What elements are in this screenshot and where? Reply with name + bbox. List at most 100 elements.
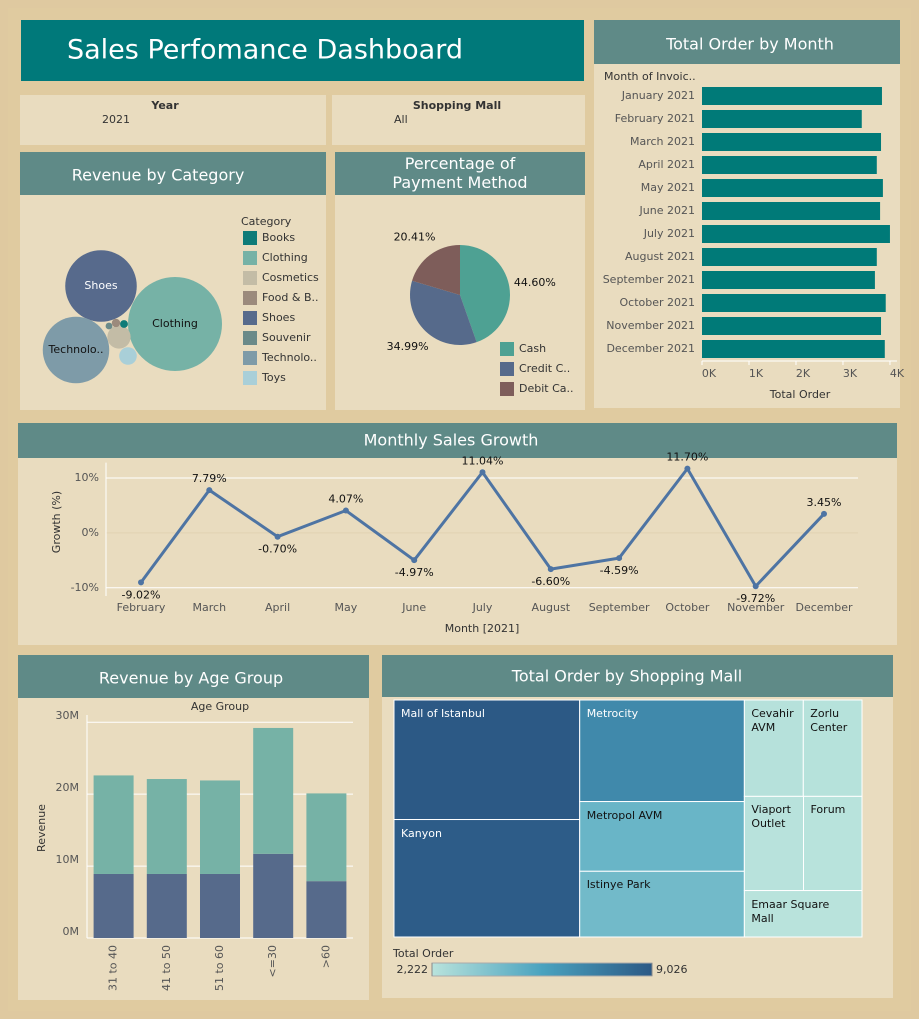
bar-segment [200, 780, 240, 874]
bar-segment [146, 779, 187, 874]
bubble-label: Shoes [84, 279, 117, 292]
legend-label: Souvenir [262, 331, 311, 344]
filter-value[interactable]: All [394, 113, 408, 126]
x-tick-label: September [589, 601, 650, 614]
y-tick-label: January 2021 [621, 89, 695, 102]
y-tick-label: 30M [56, 709, 80, 722]
dashboard-title: Sales Perfomance Dashboard [67, 35, 463, 66]
bar [702, 202, 881, 220]
value-label: 44.60% [514, 276, 556, 289]
treemap-cell [579, 699, 745, 803]
treemap-cell [393, 699, 581, 821]
bubble [111, 318, 121, 328]
point [684, 465, 691, 472]
value-label: 20.41% [394, 230, 436, 243]
bar-segment [200, 873, 240, 938]
y-tick-label: 20M [56, 781, 80, 794]
legend-swatch [243, 351, 257, 365]
bar [702, 179, 883, 197]
y-tick-label: 10M [56, 853, 80, 866]
cell-label-wrap: Mall of Istanbul [401, 707, 485, 720]
cell-label-wrap: Emaar Square Mall [751, 898, 829, 925]
bar [702, 248, 877, 266]
point [206, 487, 213, 494]
bar-segment [306, 881, 347, 938]
x-tick-label: 41 to 50 [160, 945, 173, 991]
bar [702, 156, 877, 174]
pie-slice [460, 245, 510, 343]
x-tick-label: June [401, 601, 426, 614]
point [274, 533, 281, 540]
point [342, 507, 349, 514]
cell-label: Mall of Istanbul [401, 707, 485, 720]
bubble-label: Clothing [152, 317, 198, 330]
x-tick-label: October [665, 601, 709, 614]
cell-label-wrap: Forum [811, 803, 846, 816]
cell-label: Viaport Outlet [751, 803, 791, 831]
cell-label: Kanyon [401, 826, 442, 840]
value-label: -6.60% [531, 575, 570, 588]
legend-label: Credit C.. [519, 362, 570, 375]
value-label: 7.79% [192, 472, 227, 485]
cell-label-wrap: Viaport Outlet [751, 803, 791, 831]
value-label: -4.59% [600, 564, 639, 577]
y-tick-label: March 2021 [630, 135, 695, 148]
legend-swatch [243, 291, 257, 305]
y-tick-label: May 2021 [641, 181, 695, 194]
x-tick-label: February [117, 601, 166, 614]
panel-header [382, 655, 893, 697]
bar [702, 133, 882, 151]
x-tick-label: April [265, 601, 290, 614]
legend-swatch [243, 331, 257, 345]
cell-label-wrap: Metropol AVM [587, 809, 663, 822]
bar-segment [253, 853, 294, 938]
y-tick-label: June 2021 [639, 204, 695, 217]
point [547, 566, 554, 573]
point [821, 510, 827, 517]
y-tick-label: 0M [63, 925, 80, 938]
bar-segment [253, 727, 294, 854]
value-label: 11.70% [666, 451, 708, 464]
cell-label-wrap: Zorlu Center [810, 707, 847, 734]
filter-panel [332, 95, 585, 145]
x-tick-label: July [472, 601, 493, 614]
cell-label: Istinye Park [586, 878, 651, 892]
chart-title: Revenue by Age Group [99, 669, 283, 688]
bar [702, 340, 885, 358]
panel-header [18, 423, 897, 458]
bubble [65, 250, 137, 322]
treemap-cell [743, 795, 805, 892]
legend-swatch [243, 371, 257, 385]
bar [702, 271, 875, 289]
x-tick-label: <=30 [266, 945, 279, 977]
point [752, 583, 759, 590]
value-label: -9.02% [122, 588, 161, 601]
legend-label: Clothing [262, 251, 308, 264]
point [138, 579, 144, 586]
y-tick-label: February 2021 [615, 112, 695, 125]
color-tick-label: 2,222 [397, 963, 429, 976]
filter-value[interactable]: 2021 [102, 113, 130, 126]
y-tick-label: -10% [71, 581, 99, 594]
x-tick-label: 0K [702, 367, 717, 380]
bubble [42, 316, 110, 384]
legend-label: Shoes [262, 311, 295, 324]
bubble-label: Technolo.. [48, 343, 104, 356]
value-label: 34.99% [387, 340, 429, 353]
pie-slice [410, 280, 477, 345]
treemap-cell [743, 890, 863, 938]
value-label: -4.97% [395, 566, 434, 579]
legend-label: Cash [519, 342, 546, 355]
bar [702, 317, 882, 335]
treemap-cell [803, 795, 863, 892]
cell-label: Cevahir AVM [751, 707, 794, 734]
y-tick-label: August 2021 [625, 250, 695, 263]
legend-swatch [243, 231, 257, 245]
treemap-cell [802, 699, 863, 797]
legend-label: Debit Ca.. [519, 382, 574, 395]
axis-title: Month of Invoic.. [604, 70, 696, 83]
point [411, 557, 418, 564]
treemap-cell [579, 870, 745, 938]
y-tick-label: July 2021 [643, 227, 695, 240]
axis-title: Month [2021] [445, 622, 520, 635]
